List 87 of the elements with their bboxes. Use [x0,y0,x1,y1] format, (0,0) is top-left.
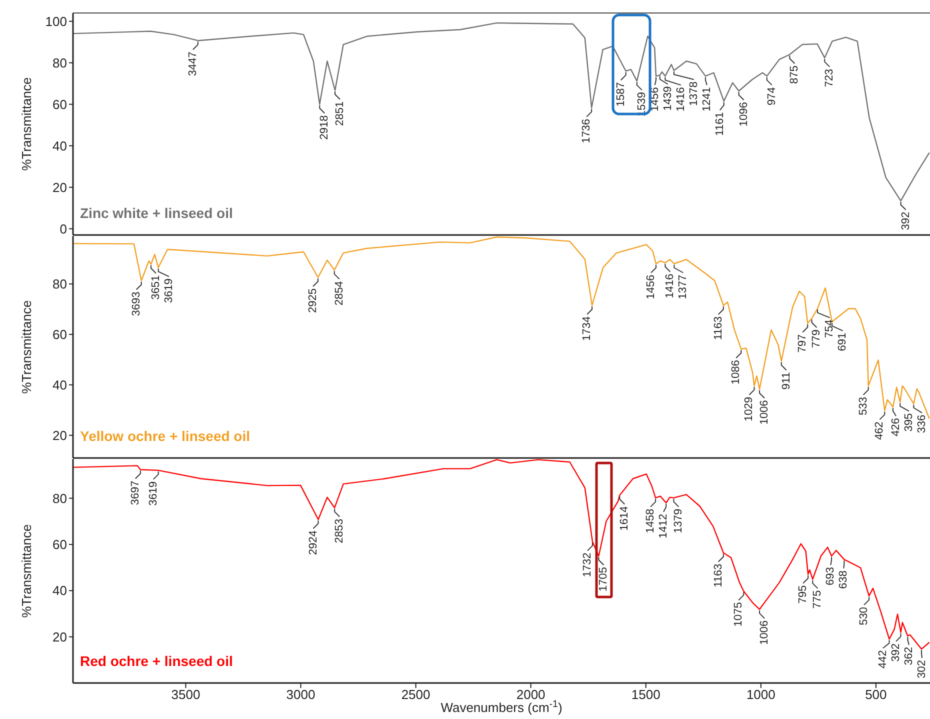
y-tick-label: 80 [52,55,67,70]
annotation: 1412 [658,514,670,538]
annotation: 1734 [581,316,594,341]
annotation: 1736 [580,118,593,144]
annotation: 691 [836,332,849,352]
y-tick-label: 80 [52,276,67,292]
annotation: 302 [916,660,928,678]
annotation: 442 [877,650,889,668]
annotation: 362 [903,646,915,666]
annotation: 1732 [581,552,594,578]
text: Zinc white + linseed oil [80,205,233,221]
annotation: 3447 [186,52,199,76]
annotation: 693 [824,566,837,586]
annotation: 2853 [334,518,346,544]
annotation: 1161 [714,112,726,136]
annotation: 3697 [129,480,142,506]
annotation: 1614 [618,506,631,531]
y-tick-label: 0 [60,221,67,236]
annotation: 775 [812,590,824,609]
x-tick-label: 2500 [401,687,430,702]
annotation: 395 [903,413,915,432]
annotation: 392 [890,643,902,662]
annotation: 2924 [307,530,320,555]
text: Yellow ochre + linseed oil [80,428,250,444]
annotation: 1163 [712,564,724,588]
annotation: 3693 [130,292,142,316]
annotation: 1705 [598,566,610,592]
y-tick-label: 60 [52,96,67,112]
annotation: 1416 [664,274,676,298]
annotation: 1241 [700,87,713,112]
y-tick-label: 40 [52,138,67,154]
annotation: 1379 [672,508,685,534]
y-tick-label: 40 [52,377,67,392]
annotation: 2918 [318,115,331,140]
annotation: 2851 [334,101,346,126]
annotation: 1458 [644,508,657,534]
y-tick-label: 40 [52,583,67,598]
y-tick-label: 20 [52,629,67,644]
annotation: 462 [874,422,886,440]
line-series [73,22,930,202]
annotation: 875 [788,65,801,84]
annotation: 1377 [677,274,690,300]
x-tick-label: 3000 [286,687,316,702]
y-tick-label: 100 [45,14,67,29]
annotation: 392 [900,212,912,230]
annotation: 3651 [150,275,162,300]
annotation: 1456 [644,274,657,300]
annotation: 795 [797,585,810,604]
annotation: 1587 [614,82,627,107]
annotation: 2925 [307,288,320,313]
annotation: 723 [824,68,836,88]
annotation: 1006 [758,400,771,425]
x-tick-label: 500 [865,687,887,702]
annotation: 1029 [743,396,756,422]
annotation: 797 [796,334,809,353]
annotation: 974 [766,87,778,106]
y-tick-label: 20 [52,180,67,195]
annotation: 1006 [758,620,771,645]
annotation: 1416 [674,87,687,112]
annotation: 533 [857,396,870,416]
y-tick-label: 60 [52,537,67,552]
annotation: 1163 [712,316,724,340]
y-axis-title: %Transmittance [18,524,34,618]
annotation: 911 [780,372,792,390]
annotation: 1378 [688,81,700,106]
x-tick-label: 3500 [171,687,200,702]
text: Red ochre + linseed oil [80,653,233,669]
y-tick-label: 60 [52,327,67,342]
x-tick-label: 1500 [631,687,660,702]
y-tick-label: 20 [52,428,67,443]
annotation: 754 [824,320,836,338]
annotation: 3619 [147,481,160,506]
annotation: 2854 [333,281,346,306]
annotation: 336 [916,414,928,434]
y-axis-title: %Transmittance [18,300,34,394]
y-tick-label: 80 [52,490,67,506]
annotation: 1439 [662,86,674,111]
annotation: 530 [858,606,870,626]
annotation: 1096 [738,102,750,126]
annotation: 1075 [732,602,745,627]
annotation: 638 [838,570,850,589]
annotation: 426 [890,418,902,436]
annotation: 1086 [730,360,742,385]
annotation: 3619 [162,278,175,304]
annotation: 779 [810,329,823,348]
y-axis-title: %Transmittance [18,77,34,171]
x-tick-label: 1000 [746,687,776,702]
